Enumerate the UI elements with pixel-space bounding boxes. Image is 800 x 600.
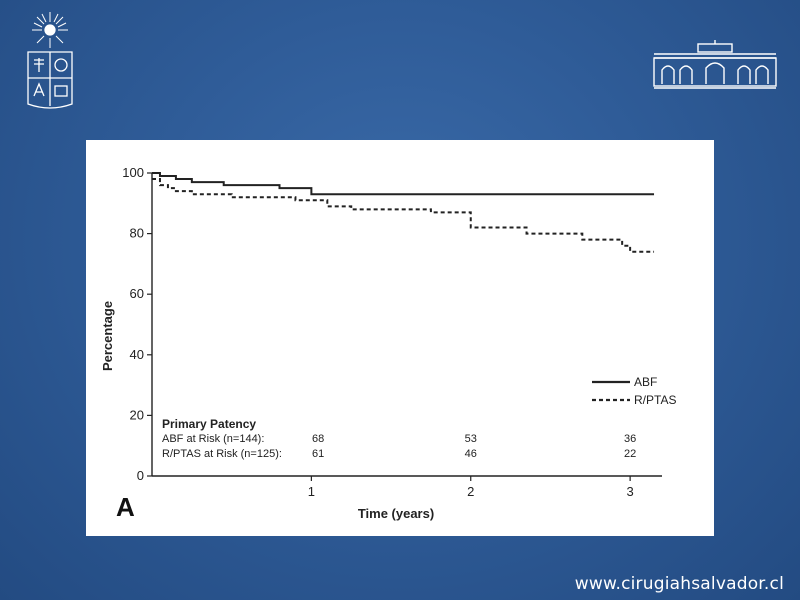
risk-value: 22 [624, 448, 636, 460]
building-facade-icon [653, 40, 777, 89]
chart-axes: 0 20 40 60 80 100 1 2 3 [122, 165, 662, 499]
y-tick-label: 80 [130, 226, 144, 241]
legend-label-rptas: R/PTAS [634, 393, 676, 407]
risk-table: Primary Patency ABF at Risk (n=144): R/P… [162, 417, 636, 460]
x-tick-label: 1 [308, 484, 315, 499]
site-url: www.cirugiahsalvador.cl [574, 574, 784, 594]
risk-values: 68 53 36 61 46 22 [312, 433, 636, 460]
risk-value: 36 [624, 433, 636, 445]
risk-row-label-rptas: R/PTAS at Risk (n=125): [162, 448, 282, 460]
series-line-r-ptas [152, 178, 655, 253]
risk-value: 61 [312, 448, 324, 460]
y-tick-label: 20 [130, 407, 144, 422]
y-tick-label: 60 [130, 286, 144, 301]
x-tick-label: 2 [467, 484, 474, 499]
y-tick-label: 100 [122, 165, 144, 180]
risk-value: 46 [465, 448, 477, 460]
university-crest-icon [27, 12, 73, 109]
chart-series-layer [152, 172, 655, 253]
series-line-abf [152, 172, 655, 196]
risk-table-title: Primary Patency [162, 417, 256, 431]
panel-label: A [116, 492, 135, 522]
y-tick-label: 40 [130, 347, 144, 362]
y-tick-label: 0 [137, 468, 144, 483]
risk-row-label-abf: ABF at Risk (n=144): [162, 433, 264, 445]
x-axis-label: Time (years) [358, 506, 434, 521]
chart-card: 0 20 40 60 80 100 1 2 3 Percentage Time (years) … [86, 140, 714, 536]
chart-legend: ABF R/PTAS [592, 375, 676, 407]
risk-value: 53 [465, 433, 477, 445]
risk-value: 68 [312, 433, 324, 445]
legend-label-abf: ABF [634, 375, 657, 389]
x-tick-label: 3 [627, 484, 634, 499]
y-axis-label: Percentage [100, 301, 115, 371]
